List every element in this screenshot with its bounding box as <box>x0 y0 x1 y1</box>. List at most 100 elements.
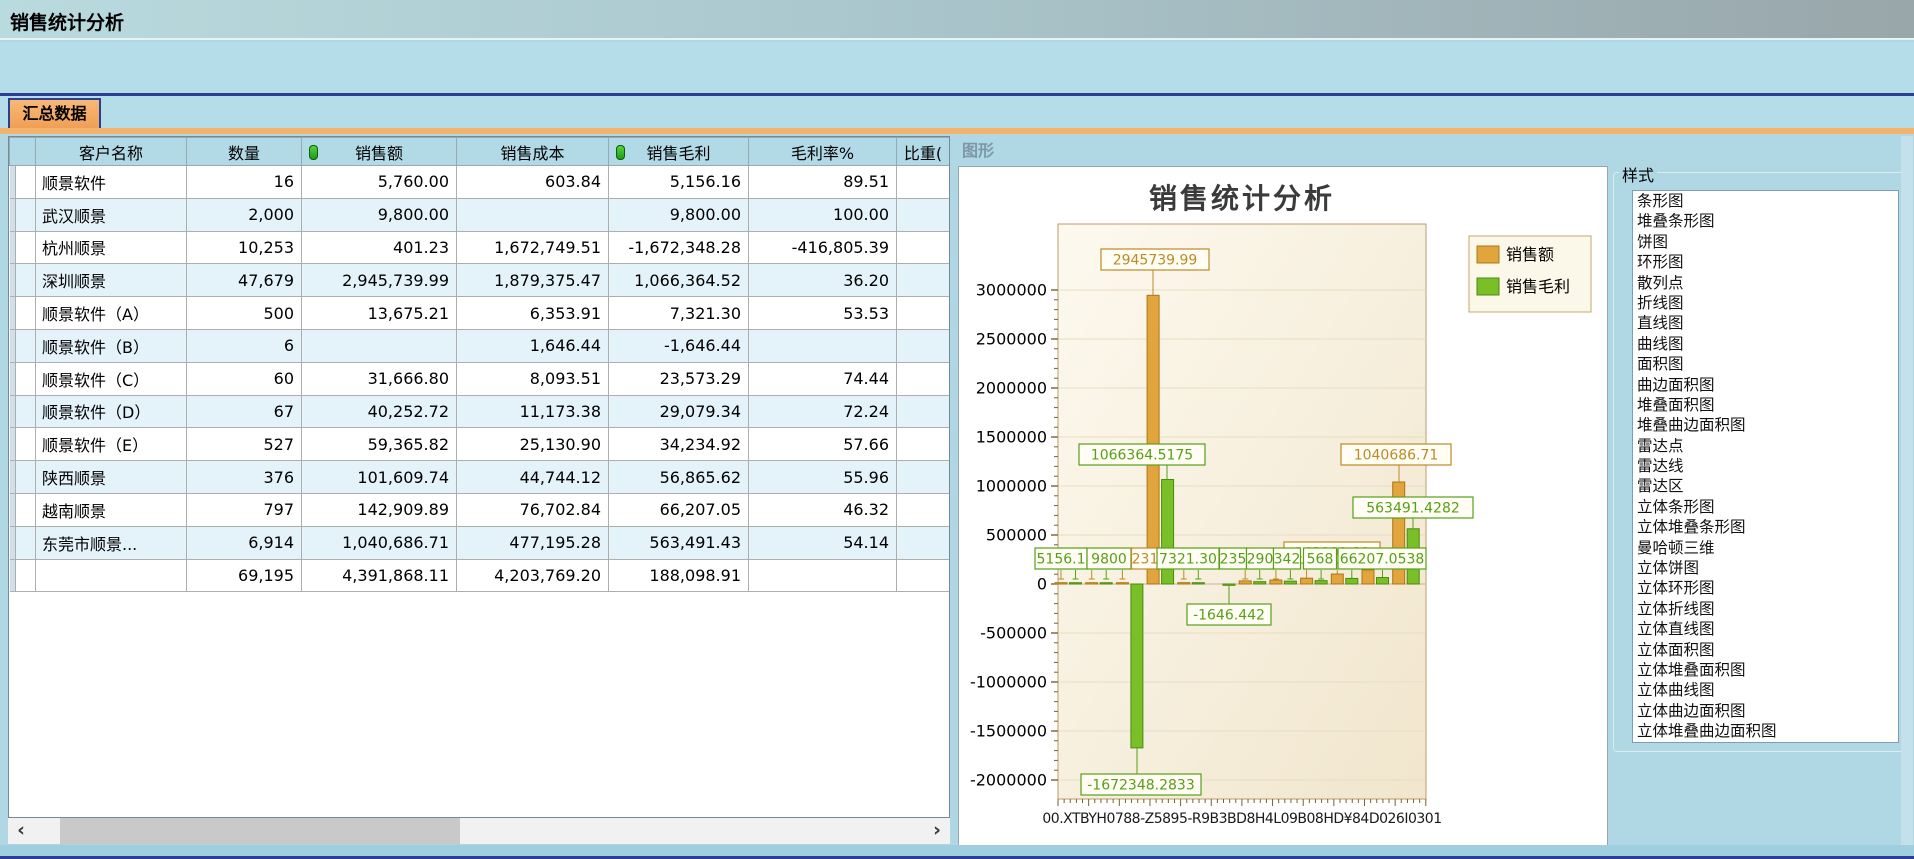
customer-name-cell[interactable]: 顺景软件（A） <box>35 296 187 330</box>
value-cell[interactable]: 4,391,868.11 <box>301 559 457 593</box>
row-indicator[interactable] <box>9 559 36 593</box>
column-header[interactable]: 销售额 <box>301 137 457 166</box>
value-cell[interactable] <box>896 395 949 429</box>
customer-name-cell[interactable]: 东莞市顺景... <box>35 526 187 560</box>
table-row[interactable]: 深圳顺景 47,679 2,945,739.99 1,879,375.47 1,066,… <box>9 263 949 298</box>
column-header[interactable]: 销售成本 <box>456 137 609 166</box>
value-cell[interactable]: 5,156.16 <box>608 165 749 199</box>
value-cell[interactable]: 13,675.21 <box>301 296 457 330</box>
value-cell[interactable]: 100.00 <box>748 198 897 232</box>
row-indicator[interactable] <box>9 427 36 462</box>
value-cell[interactable]: 2,945,739.99 <box>301 263 457 298</box>
table-total-row[interactable]: 69,195 4,391,868.11 4,203,769.20 188,098.91 <box>9 559 949 593</box>
style-option[interactable]: 环形图 <box>1637 253 1684 272</box>
customer-name-cell[interactable]: 顺景软件（C） <box>35 362 187 396</box>
value-cell[interactable]: 7,321.30 <box>608 296 749 330</box>
style-option[interactable]: 雷达点 <box>1637 436 1684 455</box>
column-header[interactable]: 比重( <box>896 137 949 166</box>
style-listbox[interactable]: 条形图 堆叠条形图 饼图 环形图 散列点 折线图 直线图 曲线图 面积图 曲边面积图 堆叠面积图 堆叠… <box>1632 190 1899 743</box>
value-cell[interactable]: -1,672,348.28 <box>608 231 749 265</box>
row-indicator[interactable] <box>9 460 36 494</box>
value-cell[interactable]: 54.14 <box>748 526 897 560</box>
row-indicator[interactable] <box>9 526 36 560</box>
style-option[interactable]: 立体曲边面积图 <box>1637 701 1746 720</box>
style-option[interactable]: 立体堆叠面积图 <box>1637 660 1746 679</box>
value-cell[interactable] <box>896 296 949 330</box>
column-header[interactable]: 毛利率% <box>748 137 897 166</box>
value-cell[interactable]: 6,914 <box>186 526 302 560</box>
row-indicator[interactable] <box>9 296 36 330</box>
h-scrollbar[interactable]: ‹ › <box>8 818 950 844</box>
value-cell[interactable]: 74.44 <box>748 362 897 396</box>
value-cell[interactable] <box>896 231 949 265</box>
customer-name-cell[interactable]: 顺景软件（B） <box>35 329 187 363</box>
customer-name-cell[interactable]: 深圳顺景 <box>35 263 187 298</box>
value-cell[interactable] <box>896 165 949 199</box>
value-cell[interactable] <box>896 263 949 298</box>
value-cell[interactable] <box>896 559 949 593</box>
value-cell[interactable]: 55.96 <box>748 460 897 494</box>
style-option[interactable]: 立体面积图 <box>1637 640 1715 659</box>
value-cell[interactable]: 6,353.91 <box>456 296 609 330</box>
value-cell[interactable]: 10,253 <box>186 231 302 265</box>
row-indicator[interactable] <box>9 263 36 298</box>
value-cell[interactable]: 34,234.92 <box>608 427 749 462</box>
style-option[interactable]: 雷达线 <box>1637 457 1684 476</box>
style-option[interactable]: 散列点 <box>1637 273 1684 292</box>
value-cell[interactable]: 46.32 <box>748 493 897 527</box>
value-cell[interactable]: 44,744.12 <box>456 460 609 494</box>
scroll-right-icon[interactable]: › <box>933 819 941 841</box>
table-row[interactable]: 顺景软件（C） 60 31,666.80 8,093.51 23,573.29 74.44 <box>9 362 949 396</box>
style-option[interactable]: 立体直线图 <box>1637 620 1715 639</box>
value-cell[interactable] <box>896 526 949 560</box>
table-row[interactable]: 顺景软件（B） 6 1,646.44 -1,646.44 <box>9 329 949 363</box>
value-cell[interactable]: 66,207.05 <box>608 493 749 527</box>
row-indicator[interactable] <box>9 329 36 363</box>
value-cell[interactable] <box>896 460 949 494</box>
row-indicator[interactable] <box>9 165 36 199</box>
scroll-left-icon[interactable]: ‹ <box>17 819 25 841</box>
data-table[interactable]: 客户名称 数量 销售额 销售成本 销售毛利 毛利率% 比重( 顺景软件 16 5,760.00 6… <box>8 136 950 818</box>
value-cell[interactable]: 25,130.90 <box>456 427 609 462</box>
value-cell[interactable]: 527 <box>186 427 302 462</box>
column-header[interactable]: 数量 <box>186 137 302 166</box>
value-cell[interactable] <box>301 329 457 363</box>
value-cell[interactable]: 36.20 <box>748 263 897 298</box>
column-header[interactable]: 销售毛利 <box>608 137 749 166</box>
value-cell[interactable]: 67 <box>186 395 302 429</box>
value-cell[interactable] <box>896 329 949 363</box>
table-row[interactable]: 越南顺景 797 142,909.89 76,702.84 66,207.05 46.32 <box>9 493 949 527</box>
value-cell[interactable]: 31,666.80 <box>301 362 457 396</box>
value-cell[interactable]: 500 <box>186 296 302 330</box>
style-option[interactable]: 雷达区 <box>1637 477 1684 496</box>
value-cell[interactable]: 11,173.38 <box>456 395 609 429</box>
style-option[interactable]: 折线图 <box>1637 293 1684 312</box>
customer-name-cell[interactable]: 杭州顺景 <box>35 231 187 265</box>
table-row[interactable]: 杭州顺景 10,253 401.23 1,672,749.51 -1,672,348.2… <box>9 231 949 265</box>
value-cell[interactable]: 16 <box>186 165 302 199</box>
value-cell[interactable] <box>748 559 897 593</box>
value-cell[interactable] <box>896 362 949 396</box>
value-cell[interactable]: 603.84 <box>456 165 609 199</box>
value-cell[interactable]: 1,040,686.71 <box>301 526 457 560</box>
customer-name-cell[interactable] <box>35 559 187 593</box>
value-cell[interactable]: 69,195 <box>186 559 302 593</box>
customer-name-cell[interactable]: 武汉顺景 <box>35 198 187 232</box>
value-cell[interactable] <box>748 329 897 363</box>
style-option[interactable]: 曼哈顿三维 <box>1637 538 1715 557</box>
value-cell[interactable]: -1,646.44 <box>608 329 749 363</box>
scrollbar-thumb[interactable] <box>60 818 460 844</box>
customer-name-cell[interactable]: 陕西顺景 <box>35 460 187 494</box>
value-cell[interactable]: 9,800.00 <box>301 198 457 232</box>
style-option[interactable]: 条形图 <box>1637 192 1684 210</box>
value-cell[interactable]: 1,646.44 <box>456 329 609 363</box>
value-cell[interactable]: 60 <box>186 362 302 396</box>
style-option[interactable]: 堆叠曲边面积图 <box>1637 416 1746 435</box>
value-cell[interactable] <box>456 198 609 232</box>
value-cell[interactable]: 797 <box>186 493 302 527</box>
value-cell[interactable] <box>896 427 949 462</box>
value-cell[interactable]: 23,573.29 <box>608 362 749 396</box>
value-cell[interactable]: 101,609.74 <box>301 460 457 494</box>
value-cell[interactable]: 5,760.00 <box>301 165 457 199</box>
value-cell[interactable]: 1,672,749.51 <box>456 231 609 265</box>
